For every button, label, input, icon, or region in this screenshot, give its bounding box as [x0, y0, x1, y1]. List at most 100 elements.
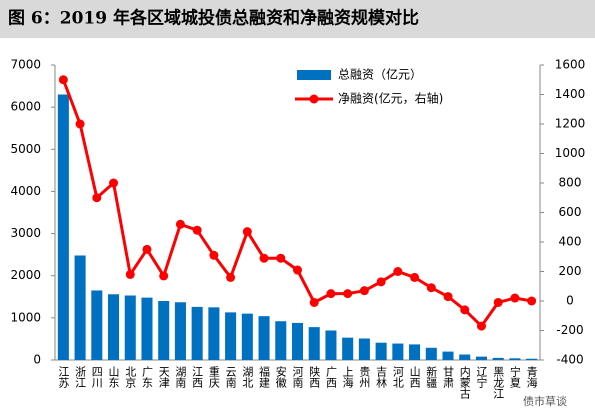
x-tick-label: 陕西 — [308, 365, 321, 388]
x-tick-label: 北京 — [124, 366, 137, 389]
x-tick-label: 山西 — [408, 366, 421, 388]
line-marker — [125, 269, 135, 279]
x-tick-label: 甘肃 — [442, 366, 455, 389]
y-tick-label: 5000 — [10, 142, 41, 156]
x-tick-label: 新疆 — [425, 365, 438, 388]
line-marker — [343, 289, 353, 299]
x-tick-label: 广东 — [140, 366, 153, 388]
line-marker — [359, 286, 369, 296]
x-tick-label: 黑龙江 — [492, 366, 505, 399]
line-marker — [175, 219, 185, 229]
legend-label: 净融资(亿元，右轴) — [338, 91, 443, 106]
x-tick-label: 湖南 — [174, 366, 187, 388]
bar — [174, 302, 186, 360]
bar — [425, 347, 437, 360]
bar — [291, 322, 304, 360]
bar — [492, 357, 504, 360]
bar — [225, 312, 237, 360]
x-tick-label: 重庆 — [207, 365, 220, 389]
y-tick-label: 6000 — [10, 100, 41, 114]
line-marker — [309, 297, 319, 307]
bar — [108, 294, 120, 360]
x-tick-label: 云南 — [224, 366, 237, 388]
bar — [158, 301, 170, 360]
y-tick-label: 2000 — [10, 268, 41, 282]
y2-tick-label: 400 — [559, 235, 582, 249]
x-tick-label: 宁夏 — [508, 365, 521, 388]
x-tick-label: 吉林 — [375, 366, 388, 388]
legend-swatch — [309, 94, 319, 104]
x-tick-label: 贵州 — [358, 366, 371, 388]
y2-tick-label: 1400 — [555, 87, 586, 101]
y-tick-label: 4000 — [10, 184, 41, 198]
bar — [459, 354, 471, 360]
x-tick-label: 江西 — [191, 366, 204, 388]
x-tick-label: 内蒙古 — [458, 365, 471, 399]
bar — [509, 358, 521, 360]
y2-tick-label: 0 — [566, 294, 574, 308]
x-tick-label: 河南 — [291, 366, 304, 388]
line-marker — [209, 250, 219, 260]
y2-tick-label: 1200 — [555, 117, 586, 131]
x-tick-label: 青海 — [525, 366, 538, 389]
y2-tick-label: -400 — [556, 353, 583, 367]
bar — [342, 337, 354, 360]
y2-tick-label: 800 — [559, 176, 582, 190]
x-tick-label: 山东 — [107, 366, 120, 388]
bar — [141, 297, 153, 360]
line-marker — [159, 271, 169, 281]
line-marker — [293, 265, 302, 275]
bar — [275, 321, 287, 360]
line-marker — [142, 244, 152, 254]
x-tick-label: 河北 — [391, 366, 404, 388]
y2-tick-label: 600 — [559, 205, 582, 219]
line-marker — [493, 297, 503, 307]
bar — [325, 330, 337, 360]
watermark: 债市草谈 — [523, 394, 567, 408]
bar — [409, 344, 421, 360]
bar — [375, 342, 387, 360]
x-tick-label: 辽宁 — [475, 366, 488, 388]
bar — [191, 306, 203, 360]
line-marker — [259, 253, 269, 263]
line-marker — [326, 289, 336, 299]
bar — [57, 94, 69, 360]
line-marker — [376, 277, 386, 287]
x-tick-label: 江苏 — [57, 366, 70, 389]
line-marker — [75, 119, 85, 129]
line — [61, 79, 532, 329]
y2-tick-label: 1600 — [555, 58, 586, 72]
legend-swatch — [297, 70, 331, 80]
line-marker — [226, 272, 236, 282]
x-tick-label: 天津 — [157, 366, 170, 388]
x-tick-label: 广西 — [324, 366, 337, 388]
bar — [308, 327, 320, 360]
bar — [475, 356, 487, 360]
x-tick-label: 四川 — [90, 366, 103, 388]
chart-title: 图 6：2019 年各区域城投债总融资和净融资规模对比 — [8, 8, 419, 29]
bar — [258, 316, 270, 360]
y2-tick-label: 200 — [559, 264, 582, 278]
y2-tick-label: -200 — [556, 323, 583, 337]
y-tick-label: 7000 — [10, 58, 41, 72]
line-marker — [527, 296, 537, 306]
line-marker — [410, 272, 420, 282]
x-tick-label: 浙江 — [74, 366, 87, 388]
bar — [442, 351, 454, 360]
bar — [91, 290, 103, 360]
line-marker — [276, 253, 286, 263]
bar — [241, 313, 253, 360]
line-marker — [443, 292, 453, 302]
line-marker — [510, 293, 520, 303]
bar — [392, 343, 404, 360]
y-tick-label: 1000 — [10, 310, 41, 324]
legend-label: 总融资（亿元） — [338, 67, 422, 82]
line-marker — [460, 305, 470, 315]
x-tick-label: 福建 — [258, 365, 271, 389]
line-marker — [192, 225, 202, 235]
y2-tick-label: 1000 — [555, 146, 586, 160]
bar — [358, 338, 370, 360]
bar — [124, 295, 136, 360]
y-tick-label: 3000 — [10, 226, 41, 240]
